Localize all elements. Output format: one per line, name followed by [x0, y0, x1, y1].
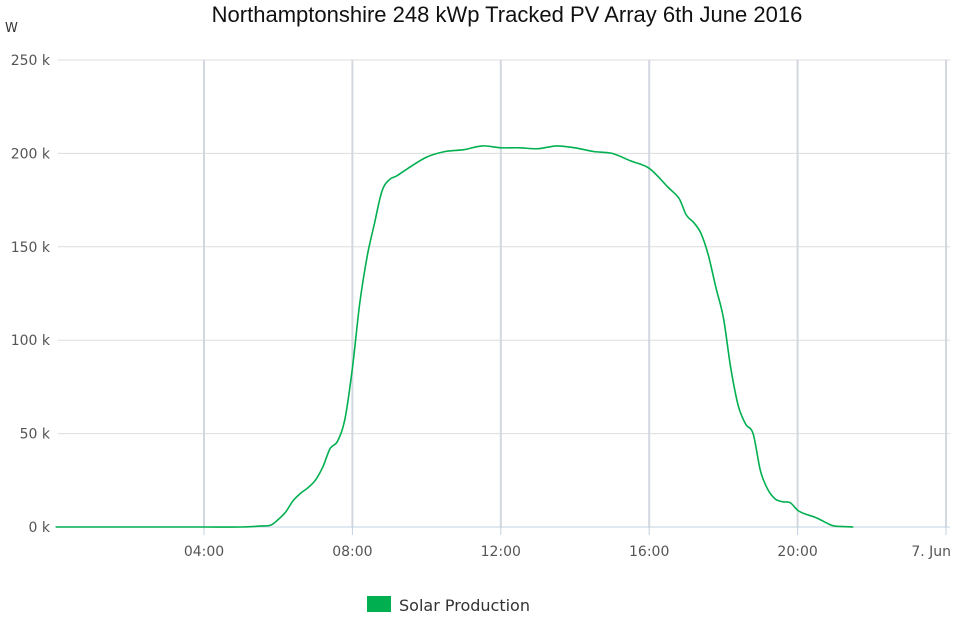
legend-swatch-solar-production[interactable] — [367, 596, 391, 612]
x-axis-tick-labels: 04:00 08:00 12:00 16:00 20:00 7. Jun — [184, 544, 951, 560]
y-tick-label: 250 k — [11, 53, 51, 69]
y-tick-label: 100 k — [11, 333, 51, 349]
series-line-solar-production[interactable] — [55, 145, 854, 528]
legend-label-solar-production[interactable]: Solar Production — [399, 596, 530, 615]
x-tick-label: 08:00 — [332, 544, 372, 560]
y-tick-label: 200 k — [11, 146, 51, 162]
x-tick-label: 12:00 — [481, 544, 521, 560]
y-tick-label: 50 k — [20, 427, 51, 443]
x-tick-label: 04:00 — [184, 544, 224, 560]
x-tick-label: 16:00 — [629, 544, 669, 560]
y-tick-label: 150 k — [11, 240, 51, 256]
x-tick-label: 7. Jun — [911, 544, 951, 560]
legend[interactable]: Solar Production — [367, 596, 530, 615]
y-axis-unit-label: W — [5, 21, 18, 36]
x-tick-label: 20:00 — [777, 544, 817, 560]
y-axis-tick-labels: 0 k 50 k 100 k 150 k 200 k 250 k — [11, 53, 51, 536]
series-layer — [55, 145, 854, 528]
grid-layer — [58, 59, 950, 535]
chart-title: Northamptonshire 248 kWp Tracked PV Arra… — [212, 2, 803, 27]
y-tick-label: 0 k — [29, 520, 51, 536]
